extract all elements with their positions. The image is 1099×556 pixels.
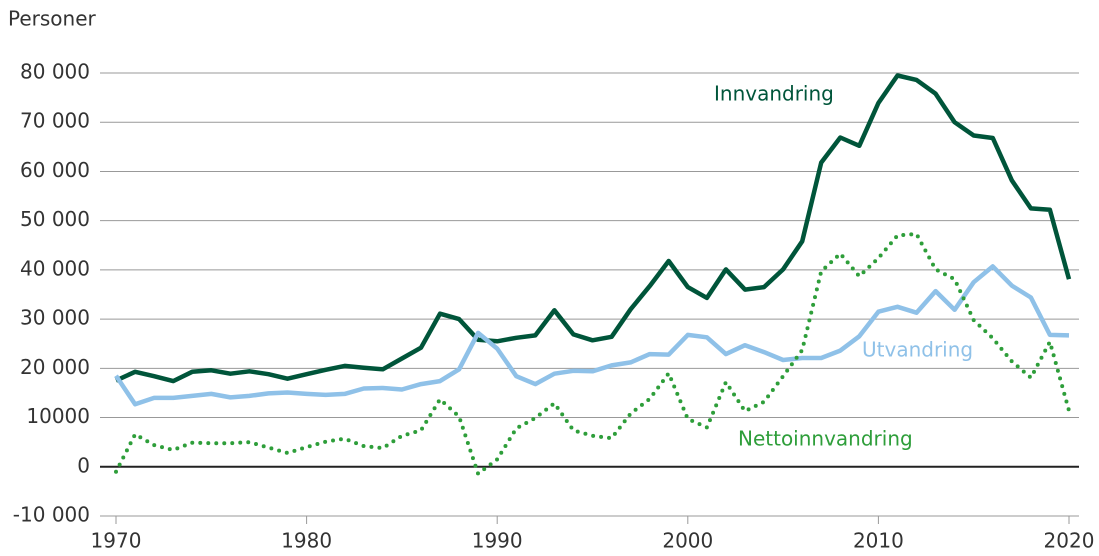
y-tick-label: -10 000 [13, 503, 90, 527]
x-tick-label: 1990 [472, 529, 523, 553]
y-tick-label: 60 000 [20, 158, 90, 182]
x-tick-label: 1980 [281, 529, 332, 553]
x-tick-label: 2000 [662, 529, 713, 553]
y-tick-label: 80 000 [20, 60, 90, 84]
series-line [114, 264, 1070, 407]
y-tick-label: 50 000 [20, 207, 90, 231]
series-label: Innvandring [714, 82, 834, 106]
y-tick-label: 0 [77, 453, 90, 477]
series-line [114, 232, 1071, 476]
series-label: Nettoinnvandring [738, 427, 913, 451]
x-tick-label: 2020 [1044, 529, 1095, 553]
y-tick-label: 10000 [26, 404, 90, 428]
series-label: Utvandring [862, 338, 973, 362]
y-axis-label: Personer [8, 7, 97, 31]
x-tick-label: 1970 [91, 529, 142, 553]
series-line [115, 73, 1072, 384]
y-tick-label: 40 000 [20, 256, 90, 280]
x-tick-label: 2010 [853, 529, 904, 553]
y-tick-label: 30 000 [20, 306, 90, 330]
y-tick-label: 70 000 [20, 109, 90, 133]
y-tick-label: 20 000 [20, 355, 90, 379]
